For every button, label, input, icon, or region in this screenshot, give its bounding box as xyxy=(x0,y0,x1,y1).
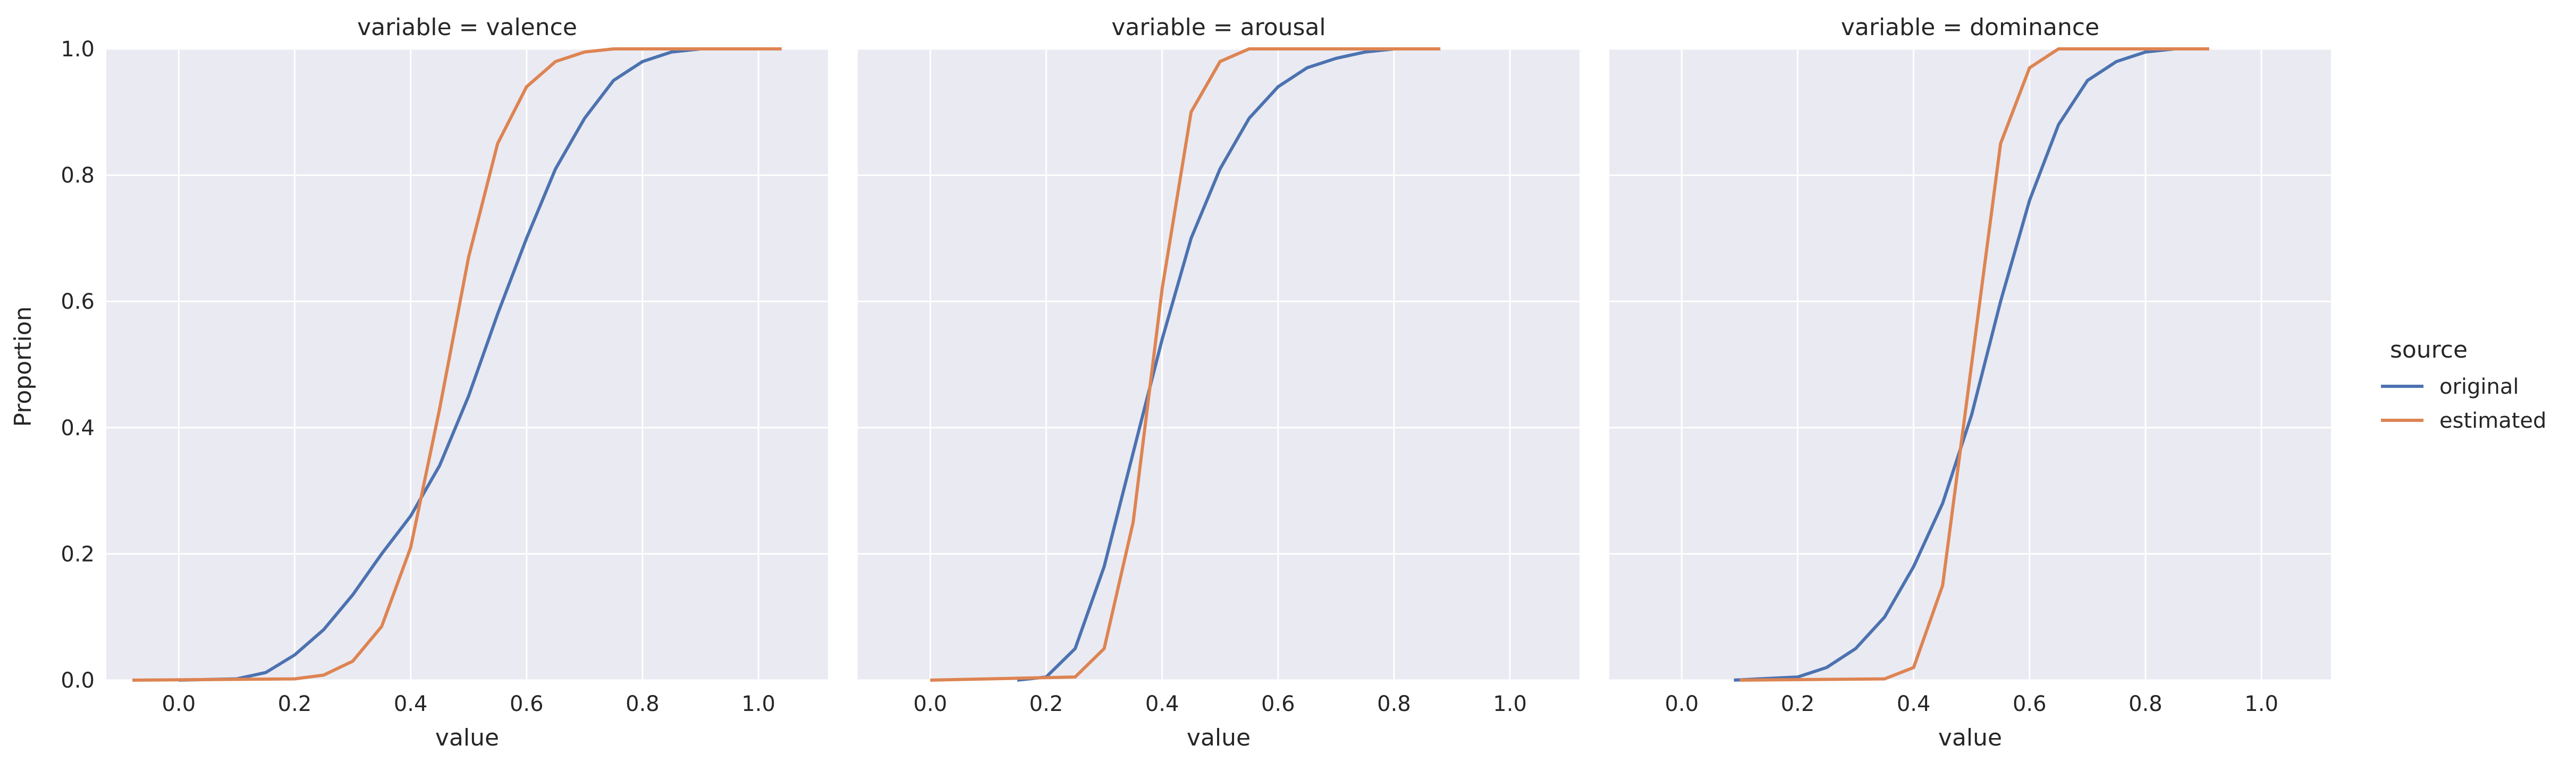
x-tick-label: 0.2 xyxy=(278,692,312,716)
x-tick-label: 1.0 xyxy=(2244,692,2278,716)
series-line-estimated xyxy=(1739,47,2209,682)
x-tick-label: 0.2 xyxy=(1781,692,1815,716)
x-axis-label: value xyxy=(1187,724,1251,751)
series-line-estimated xyxy=(132,47,782,682)
panel-title: variable = valence xyxy=(357,14,577,41)
y-tick-label: 0.6 xyxy=(61,290,95,314)
x-tick-label: 0.0 xyxy=(914,692,948,716)
x-tick-label: 0.4 xyxy=(394,692,428,716)
series-line-original xyxy=(1734,47,2175,682)
panel-title: variable = arousal xyxy=(1111,14,1325,41)
x-tick-label: 0.8 xyxy=(2129,692,2163,716)
x-tick-label: 0.4 xyxy=(1897,692,1931,716)
facet-panel: 0.0 0.2 0.4 0.6 0.8 1.0 variable = dominance va… xyxy=(1609,14,2331,751)
y-tick-label: 0.2 xyxy=(61,542,95,566)
x-axis-label: value xyxy=(1938,724,2002,751)
y-axis-label: Proportion xyxy=(10,306,37,427)
legend-entry-estimated: estimated xyxy=(2439,409,2546,433)
panel-title: variable = dominance xyxy=(1841,14,2099,41)
x-tick-label: 0.2 xyxy=(1029,692,1063,716)
y-tick-label: 0.0 xyxy=(61,668,95,693)
x-tick-label: 1.0 xyxy=(1493,692,1527,716)
x-tick-label: 0.0 xyxy=(1665,692,1699,716)
series-line-original xyxy=(1017,47,1423,682)
facet-panel: 0.0 0.2 0.4 0.6 0.8 1.0 0.0 0.2 0.4 0.6 0.8 1.0 vari… xyxy=(61,14,828,751)
series-line-estimated xyxy=(930,47,1441,682)
legend-entry-original: original xyxy=(2439,375,2519,399)
series-line-original xyxy=(179,47,730,682)
x-tick-label: 0.4 xyxy=(1145,692,1179,716)
x-tick-label: 0.6 xyxy=(510,692,544,716)
x-tick-label: 1.0 xyxy=(741,692,775,716)
x-tick-label: 0.8 xyxy=(626,692,660,716)
y-tick-label: 1.0 xyxy=(61,37,95,62)
x-tick-label: 0.0 xyxy=(162,692,196,716)
x-tick-label: 0.6 xyxy=(2013,692,2047,716)
plot-background xyxy=(106,49,828,680)
x-tick-label: 0.8 xyxy=(1377,692,1411,716)
legend-title: source xyxy=(2390,336,2468,363)
facet-panel: 0.0 0.2 0.4 0.6 0.8 1.0 variable = arousal valu… xyxy=(858,14,1580,751)
x-tick-label: 0.6 xyxy=(1261,692,1295,716)
y-tick-label: 0.4 xyxy=(61,416,95,440)
plot-background xyxy=(858,49,1580,680)
y-tick-label: 0.8 xyxy=(61,164,95,188)
x-axis-label: value xyxy=(435,724,499,751)
legend: source original estimated xyxy=(2381,336,2546,433)
